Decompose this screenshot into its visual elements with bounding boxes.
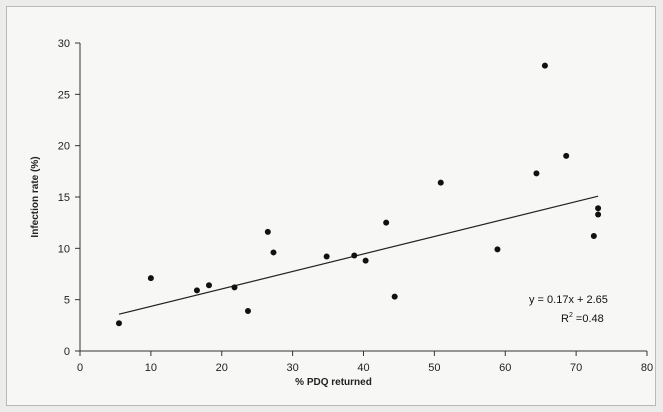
data-point xyxy=(147,275,154,282)
data-point xyxy=(595,205,602,212)
chart-frame: 0 5 10 15 20 25 30 0 10 20 30 40 50 60 70 80 % PDQ retu… xyxy=(6,6,656,406)
data-point xyxy=(264,228,271,235)
r-squared-exponent: 2 xyxy=(569,312,573,319)
r-squared-value: =0.48 xyxy=(573,313,604,325)
data-point xyxy=(205,282,212,289)
x-tick-label: 60 xyxy=(499,362,511,374)
scatter-chart: 0 5 10 15 20 25 30 0 10 20 30 40 50 60 70 80 % PDQ retu… xyxy=(30,38,653,388)
x-axis-title: % PDQ returned xyxy=(295,377,372,388)
x-tick-label: 20 xyxy=(216,362,228,374)
data-point xyxy=(494,246,501,253)
x-tick-label: 70 xyxy=(570,362,582,374)
y-axis-title: Infection rate (%) xyxy=(30,156,41,237)
data-point xyxy=(231,284,238,291)
x-tick-label: 10 xyxy=(145,362,157,374)
data-point xyxy=(590,233,597,240)
data-point xyxy=(437,179,444,186)
data-point xyxy=(533,170,540,177)
data-point xyxy=(244,307,251,314)
trendline xyxy=(118,195,599,315)
y-tick-label: 30 xyxy=(58,38,70,50)
data-point xyxy=(193,287,200,294)
data-point xyxy=(362,257,369,264)
x-tick-label: 40 xyxy=(357,362,369,374)
r-squared-label: R2 =0.48 xyxy=(561,312,604,325)
y-tick-label: 20 xyxy=(58,141,70,153)
y-tick-label: 5 xyxy=(64,295,70,307)
y-tick-label: 0 xyxy=(64,346,70,358)
r-squared-prefix: R xyxy=(561,313,569,325)
x-tick-label: 30 xyxy=(287,362,299,374)
data-point xyxy=(563,152,570,159)
y-tick-label: 25 xyxy=(58,89,70,101)
data-point xyxy=(323,253,330,260)
y-tick-label: 15 xyxy=(58,192,70,204)
data-point xyxy=(270,249,277,256)
data-point xyxy=(115,320,122,327)
y-tick-label: 10 xyxy=(58,243,70,255)
ticks: 0 5 10 15 20 25 30 0 10 20 30 40 50 60 70 80 xyxy=(58,38,653,374)
data-points xyxy=(115,62,602,327)
data-point xyxy=(383,219,390,226)
data-point xyxy=(541,62,548,69)
data-point xyxy=(595,211,602,218)
x-tick-label: 80 xyxy=(641,362,653,374)
x-tick-label: 50 xyxy=(428,362,440,374)
trendline-group xyxy=(118,195,599,315)
x-tick-label: 0 xyxy=(77,362,83,374)
trendline-equation: y = 0.17x + 2.65 xyxy=(529,294,608,306)
data-point xyxy=(351,252,358,259)
data-point xyxy=(391,293,398,300)
